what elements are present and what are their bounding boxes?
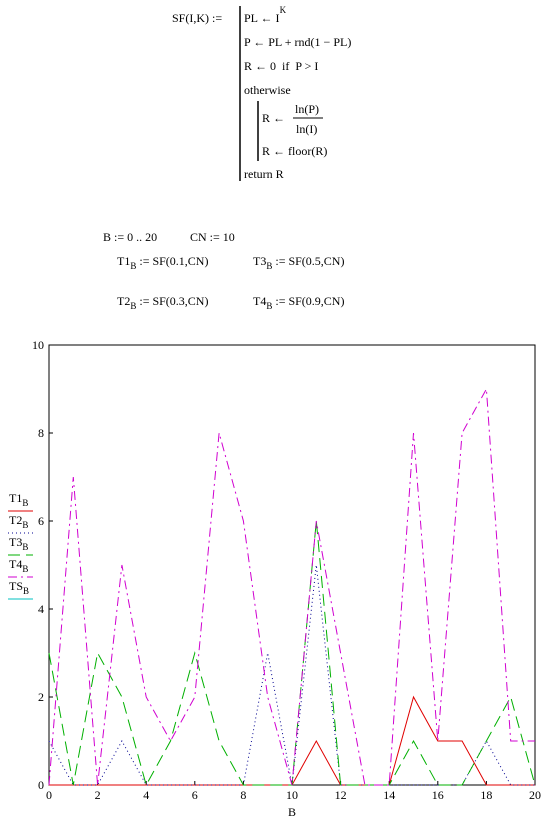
program-return: return R [244,167,284,181]
superscript: K [280,5,287,15]
x-tick-label: 2 [95,788,101,802]
y-tick-label: 2 [38,690,44,704]
x-tick-label: 12 [335,788,347,802]
var-name: T1 [117,254,130,268]
inner-line: R ← floor(R) [262,144,327,158]
x-tick-label: 20 [529,788,541,802]
var-name: T2 [9,513,22,527]
y-tick-label: 8 [38,426,44,440]
expression: := SF(0.5,CN) [272,254,344,268]
assignment: T2B := SF(0.3,CN) [117,294,208,311]
y-tick-label: 6 [38,514,44,528]
y-tick-label: 0 [38,778,44,792]
subscript: B [22,520,28,530]
denominator: ln(I) [296,122,317,136]
var-name: T3 [9,535,22,549]
series-line [48,387,535,786]
expression: := SF(0.1,CN) [136,254,208,268]
assignments: T1B := SF(0.1,CN) T3B := SF(0.5,CN)T2B :=… [117,254,344,311]
var-name: T4 [253,294,266,308]
program-header: SF(I,K) := [172,11,222,25]
x-axis-label: B [288,805,296,819]
subscript: B [266,301,272,311]
var-name: T3 [253,254,266,268]
assignment: T4B := SF(0.9,CN) [253,294,344,311]
series-line [48,520,536,787]
subscript: B [22,498,28,508]
var-name: T2 [117,294,130,308]
var-name: TS [9,579,23,593]
subscript: B [22,542,28,552]
x-tick-label: 10 [286,788,298,802]
x-tick-label: 14 [383,788,395,802]
expression: := SF(0.3,CN) [136,294,208,308]
assignment: T3B := SF(0.5,CN) [253,254,344,271]
expression: := SF(0.9,CN) [272,294,344,308]
line-text: PL ← I [244,11,280,25]
var-name: T4 [9,557,22,571]
x-tick-label: 16 [432,788,444,802]
definition: CN := 10 [190,230,235,244]
x-tick-label: 0 [46,788,52,802]
subscript: B [130,261,136,271]
var-name: T1 [9,491,22,505]
program-line: P ← PL + rnd(1 − PL) [244,35,351,49]
definition: B := 0 .. 20 [103,230,157,244]
numerator: ln(P) [295,102,319,116]
inner-assign: R ← [262,111,285,125]
subscript: B [266,261,272,271]
x-tick-label: 4 [143,788,149,802]
legend-label: TSB [9,579,29,596]
y-tick-label: 4 [38,602,44,616]
subscript: B [23,586,29,596]
legend-label: T1B [9,491,28,508]
program-line: R ← 0 if P > I [244,59,318,73]
legend-label: T4B [9,557,28,574]
subscript: B [130,301,136,311]
program-line: otherwise [244,83,291,97]
x-tick-label: 8 [240,788,246,802]
subscript: B [22,564,28,574]
x-tick-label: 6 [192,788,198,802]
program-line: PL ← IK [244,5,287,25]
legend-label: T2B [9,513,28,530]
x-tick-label: 18 [480,788,492,802]
y-tick-label: 10 [32,338,44,352]
series-line [48,564,535,786]
legend-label: T3B [9,535,28,552]
assignment: T1B := SF(0.1,CN) [117,254,208,271]
